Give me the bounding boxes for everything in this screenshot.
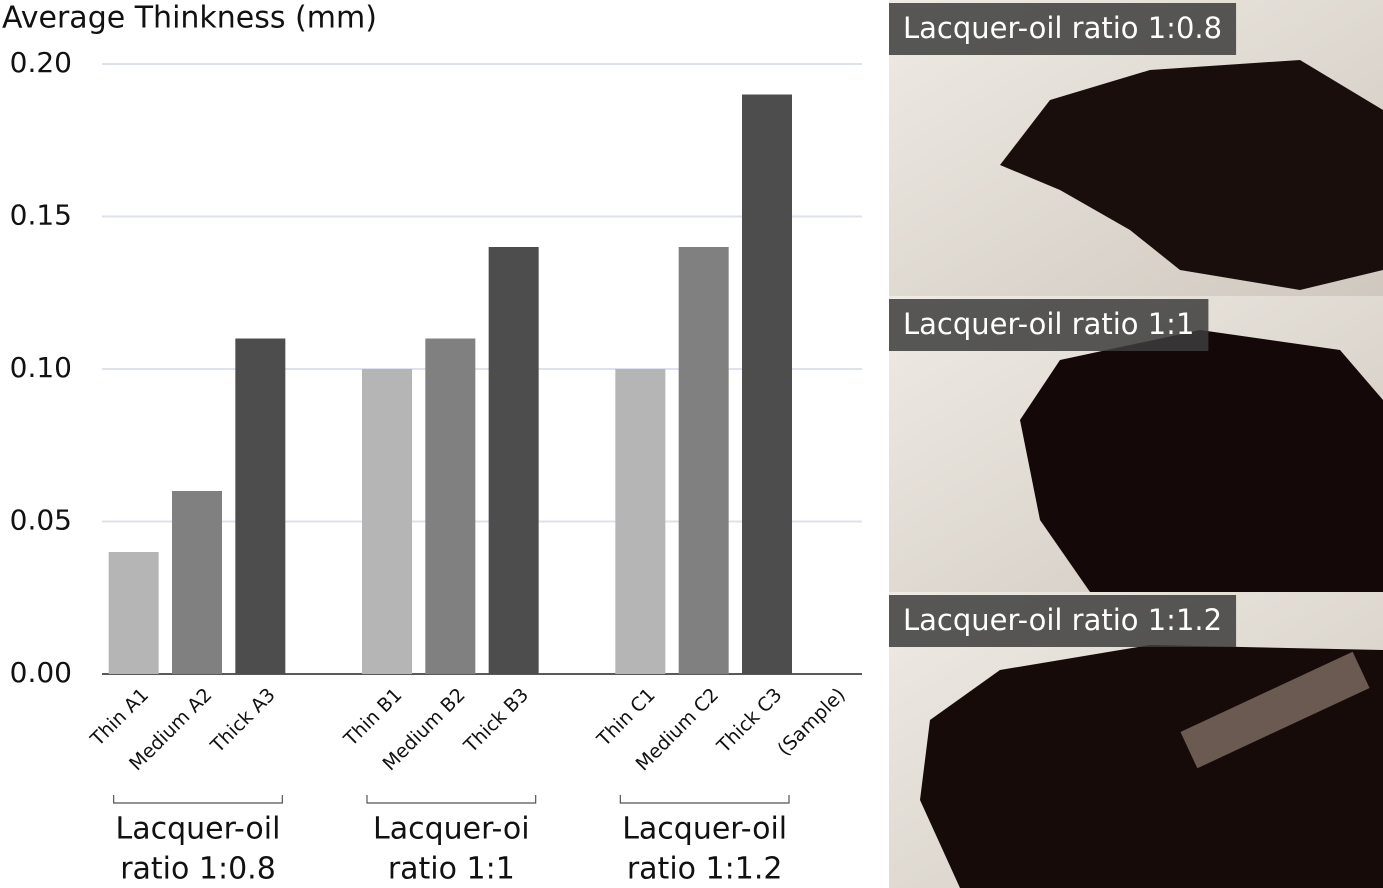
group-label: ratio 1:0.8 <box>120 852 276 887</box>
caption-box <box>889 299 1209 351</box>
group-label: ratio 1:1 <box>388 852 515 887</box>
photo-panels <box>889 0 1383 888</box>
brush <box>1180 651 1370 769</box>
bar <box>615 369 666 674</box>
group-label: Lacquer-oil <box>116 812 281 847</box>
bar <box>678 247 729 674</box>
y-tick-label: 0.15 <box>10 199 72 232</box>
bar <box>742 94 792 674</box>
y-tick-label: 0.20 <box>10 46 72 79</box>
bar <box>235 338 286 674</box>
group-bracket <box>113 795 283 804</box>
y-tick-label: 0.05 <box>10 504 72 537</box>
bar <box>362 369 412 674</box>
group-label: Lacquer-oi <box>373 812 530 847</box>
group-label: ratio 1:1.2 <box>627 852 783 887</box>
y-tick-label: 0.00 <box>10 656 72 689</box>
y-tick-label: 0.10 <box>10 351 72 384</box>
x-tick-label: Thick B3 <box>459 684 533 758</box>
photo-shape <box>1000 60 1383 290</box>
photo-caption: Lacquer-oil ratio 1:1 <box>903 307 1194 341</box>
caption-box <box>889 595 1237 647</box>
group-label: Lacquer-oil <box>622 812 787 847</box>
x-tick-label: (Sample) <box>773 684 849 760</box>
caption-box <box>889 3 1237 55</box>
group-bracket <box>619 795 790 804</box>
photo-shape <box>1020 330 1383 592</box>
bar <box>425 338 476 674</box>
x-tick-label: Thick A3 <box>206 684 280 758</box>
bar <box>172 491 222 674</box>
bar <box>108 552 159 674</box>
group-bracket <box>366 795 537 804</box>
photo-caption: Lacquer-oil ratio 1:1.2 <box>903 603 1222 637</box>
bar <box>488 247 539 674</box>
chart-title: Average Thinkness (mm) <box>2 1 377 36</box>
photo-caption: Lacquer-oil ratio 1:0.8 <box>903 11 1222 45</box>
